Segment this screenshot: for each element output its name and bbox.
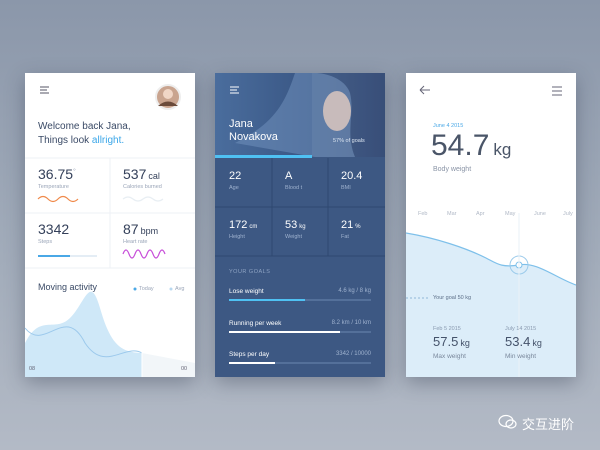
stat-label: BMI (341, 185, 351, 191)
chart-title: Moving activity (38, 282, 98, 292)
goal: Your goal 50 kg (433, 295, 472, 301)
unit: ° (73, 168, 76, 176)
value: 172 (229, 219, 248, 231)
unit: cal (148, 171, 160, 181)
stat-value: 53 kg (285, 219, 306, 231)
goal-progress: 57% of goals (333, 138, 365, 144)
stat-label: Age (229, 185, 239, 191)
stat-label: Min weight (505, 353, 537, 360)
goal-name: Running per week (229, 319, 282, 327)
axis-label: 08 (29, 366, 36, 372)
month-label: Mar (447, 211, 457, 217)
stat-label: Blood t (285, 185, 303, 191)
goal-progress: 8.2 km / 10 km (331, 319, 371, 326)
stat-label: Temperature (38, 184, 69, 190)
stat-label: Weight (285, 234, 303, 240)
watermark-icon (498, 414, 517, 429)
stat-label: Heart rate (123, 239, 148, 245)
value: 53.4 (505, 334, 531, 349)
stat-value: 22 (229, 170, 241, 182)
card-graphics (25, 84, 195, 377)
unit: bpm (140, 226, 159, 236)
unit: kg (532, 338, 542, 348)
stat-label: Steps (38, 239, 53, 245)
axis-label: 00 (181, 366, 188, 372)
stat-value: 172 cm (229, 219, 257, 231)
goal-name: Lose weight (229, 288, 264, 295)
unit: cm (249, 224, 258, 230)
stat-label: Max weight (433, 353, 466, 360)
value: 537 (123, 166, 147, 182)
month-label: Feb (418, 211, 428, 217)
stat-value: 537 cal (123, 166, 160, 182)
status-highlight: allright. (91, 135, 125, 146)
month-label: May (505, 211, 516, 217)
goal-progress: 4.6 kg / 8 kg (338, 288, 371, 294)
month-label: June (534, 211, 546, 217)
unit: kg (460, 338, 470, 348)
value: 21 (341, 219, 354, 231)
stat-value: 20.4 (341, 170, 362, 182)
stat-value: 3342 (38, 221, 70, 237)
watermark: 交互进阶 (522, 417, 575, 432)
profile-screen: Jana Novakova 57% of goals 22 Age A Blood t… (215, 73, 385, 377)
last-name: Novakova (229, 131, 278, 143)
goal-progress: 3342 / 10000 (335, 351, 371, 357)
value: 20.4 (341, 170, 363, 182)
stat-value: A (285, 170, 292, 182)
month-label: July (563, 211, 573, 217)
date: June 4 2015 (433, 123, 464, 129)
stat-label: Calories burned (123, 184, 162, 190)
weight: 54.7 kg (431, 129, 511, 163)
stat-label: Fat (341, 234, 349, 240)
weight-label: Body weight (433, 166, 472, 173)
legend-item: Avg (175, 286, 185, 292)
status: Things look allright. (38, 134, 124, 148)
value: 22 (229, 170, 242, 182)
stat-label: Height (229, 234, 245, 240)
value: 36.75 (38, 166, 74, 182)
card-graphics (215, 73, 385, 364)
stat-value: 53.4 kg (505, 334, 542, 349)
goal-name: Steps per day (229, 351, 270, 358)
stat-value: 36.75° (38, 166, 76, 182)
stat-value: 21% (341, 219, 361, 231)
stat-date: July 14 2015 (505, 326, 537, 332)
value: A (285, 170, 293, 182)
stat-value: 57.5 kg (433, 334, 470, 349)
unit: % (355, 224, 361, 230)
status-text: Things look (38, 135, 90, 146)
weight-screen: June 4 2015 54.7 kg Body weight Feb Mar Apr… (406, 73, 576, 377)
value: 87 (123, 221, 139, 237)
card-graphics (406, 85, 576, 377)
unit: kg (493, 140, 512, 159)
value: 57.5 (433, 334, 459, 349)
stat-date: Feb 5 2015 (433, 326, 461, 332)
section-title: YOUR GOALS (229, 269, 271, 275)
value: 54.7 (431, 129, 490, 162)
value: 53 (285, 219, 298, 231)
greeting: Welcome back Jana, (38, 121, 131, 132)
dashboard-screen: Welcome back Jana, Things look allright.… (25, 73, 195, 377)
stat-value: 87 bpm (123, 221, 158, 237)
legend-item: Today (139, 286, 154, 292)
first-name: Jana (229, 118, 253, 130)
unit: kg (299, 224, 306, 230)
month-label: Apr (476, 211, 485, 217)
